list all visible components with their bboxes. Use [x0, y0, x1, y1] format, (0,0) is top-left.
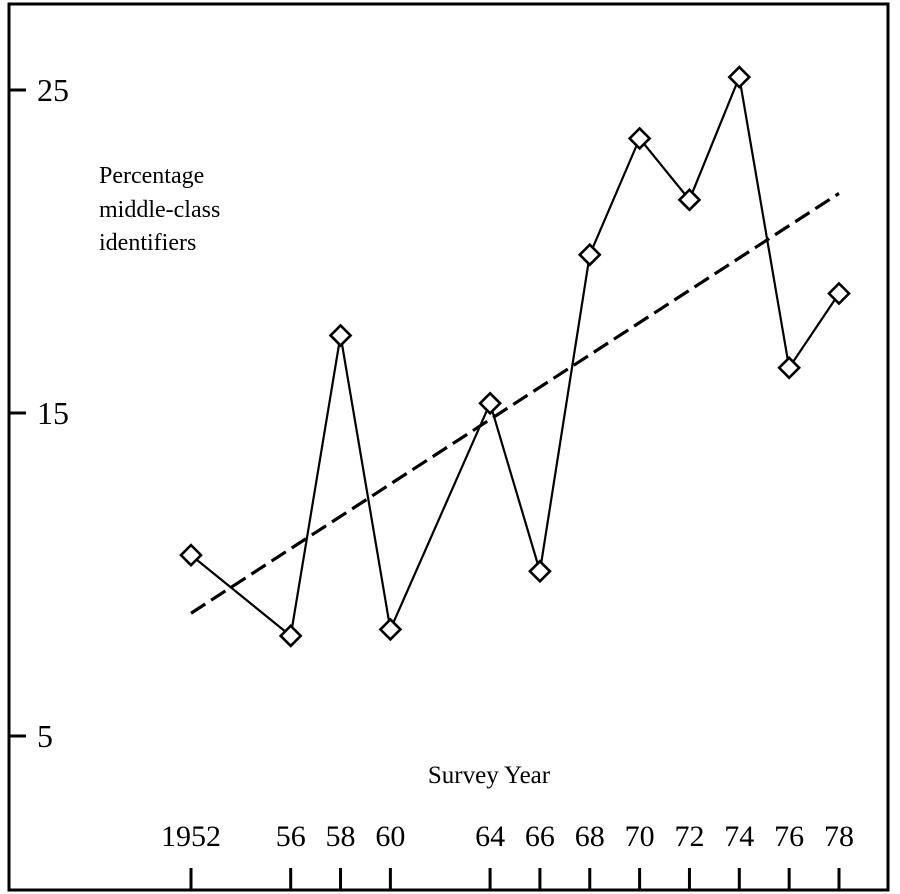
data-point-diamond: [278, 624, 303, 648]
data-point-diamond: [478, 391, 502, 416]
plot-frame: [7, 2, 890, 892]
data-point-diamond: [827, 281, 851, 306]
y-axis-label: Percentage middle-class identifiers: [99, 163, 226, 256]
x-tick-label: 78: [824, 820, 854, 853]
y-axis-label-line-3: identifiers: [99, 230, 196, 256]
y-axis-label-line-1: Percentage: [99, 163, 204, 189]
x-tick-label: 58: [326, 820, 356, 853]
data-point-diamond: [378, 617, 403, 642]
y-tick-label: 5: [37, 718, 53, 754]
x-tick-label: 1952: [161, 820, 221, 853]
data-point-diamond: [328, 323, 353, 348]
x-axis-label: Survey Year: [428, 762, 551, 789]
x-tick-label: 70: [625, 820, 655, 853]
data-point-diamond: [627, 126, 652, 151]
data-point-diamond: [528, 559, 552, 584]
x-tick-label: 56: [276, 820, 306, 853]
x-tick-label: 60: [375, 820, 405, 853]
x-tick-label: 68: [575, 820, 605, 853]
y-tick-label: 25: [37, 72, 69, 108]
x-tick-label: 72: [674, 820, 704, 853]
x-tick-label: 64: [475, 820, 505, 853]
data-point-diamond: [677, 187, 702, 212]
observed-series: [179, 65, 851, 648]
data-point-diamond: [777, 355, 801, 380]
data-point-diamond: [577, 242, 602, 267]
trend-line: [190, 192, 840, 615]
trend-line-segment: [190, 192, 840, 615]
y-axis-ticks: 25 15 5: [9, 72, 69, 754]
x-tick-label: 74: [724, 820, 754, 853]
series-line: [190, 73, 840, 638]
data-point-diamond: [727, 65, 752, 89]
y-axis-label-line-2: middle-class: [99, 197, 220, 223]
y-tick-label: 15: [37, 395, 69, 431]
data-point-diamond: [179, 543, 203, 567]
x-tick-label: 76: [774, 820, 804, 853]
x-axis-ticks: 1952 56 58 60 64 66 68 70 72 74 76 78: [161, 820, 854, 890]
x-tick-label: 66: [525, 820, 555, 853]
